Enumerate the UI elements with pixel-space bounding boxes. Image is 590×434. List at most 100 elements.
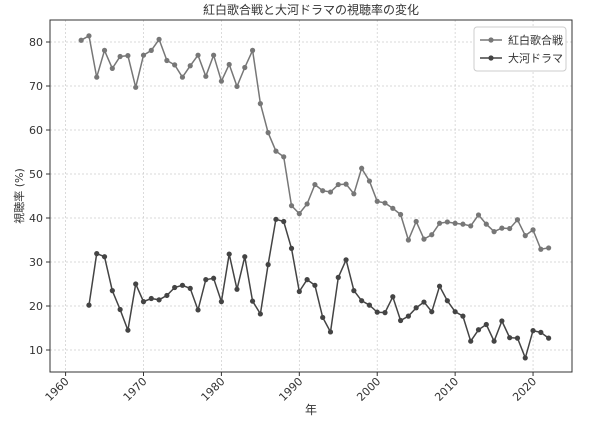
x-tick-label: 2020 bbox=[510, 375, 539, 404]
data-point bbox=[312, 181, 318, 188]
data-point bbox=[491, 338, 497, 344]
legend-swatch-marker bbox=[488, 37, 494, 43]
data-point bbox=[436, 283, 443, 289]
data-point bbox=[444, 298, 450, 304]
data-point bbox=[249, 298, 256, 304]
data-point bbox=[101, 254, 108, 260]
legend-label: 大河ドラマ bbox=[508, 51, 563, 65]
data-point bbox=[491, 229, 497, 235]
data-point bbox=[421, 236, 427, 242]
data-point bbox=[320, 314, 326, 321]
data-point bbox=[452, 220, 458, 226]
data-point bbox=[359, 298, 365, 304]
data-point bbox=[257, 101, 263, 107]
data-point bbox=[117, 53, 123, 60]
x-tick-label: 2000 bbox=[354, 375, 383, 404]
data-point bbox=[164, 292, 170, 299]
data-point bbox=[234, 83, 240, 90]
data-point bbox=[327, 189, 334, 195]
data-point bbox=[179, 74, 186, 80]
data-point bbox=[288, 203, 295, 209]
data-point bbox=[242, 64, 248, 71]
data-point bbox=[475, 212, 482, 218]
data-point bbox=[265, 130, 271, 136]
data-point bbox=[538, 246, 544, 252]
data-point bbox=[351, 288, 357, 294]
data-point bbox=[211, 52, 217, 58]
data-point bbox=[211, 275, 217, 281]
y-tick-label: 80 bbox=[29, 36, 43, 49]
data-point bbox=[296, 211, 302, 217]
data-point bbox=[156, 36, 162, 42]
data-point bbox=[397, 211, 404, 218]
data-point bbox=[366, 302, 373, 308]
data-point bbox=[296, 288, 302, 295]
data-point bbox=[538, 329, 544, 335]
data-point bbox=[140, 299, 147, 305]
data-point bbox=[140, 52, 147, 58]
data-point bbox=[265, 262, 271, 268]
data-point bbox=[242, 254, 248, 260]
data-point bbox=[172, 284, 178, 291]
data-point bbox=[343, 181, 349, 187]
data-point bbox=[452, 309, 458, 315]
data-point bbox=[405, 237, 411, 243]
data-point bbox=[187, 285, 193, 291]
data-point bbox=[125, 53, 131, 59]
data-point bbox=[156, 297, 162, 303]
series-2 bbox=[86, 216, 552, 361]
data-point bbox=[514, 335, 521, 341]
y-tick-label: 60 bbox=[29, 124, 43, 137]
y-tick-label: 50 bbox=[29, 168, 43, 181]
data-point bbox=[304, 277, 310, 283]
data-point bbox=[86, 302, 92, 308]
data-point bbox=[133, 281, 139, 287]
data-point bbox=[101, 47, 108, 53]
data-point bbox=[78, 37, 84, 43]
data-point bbox=[203, 277, 209, 283]
data-point bbox=[195, 307, 201, 313]
data-point bbox=[530, 328, 536, 334]
data-point bbox=[522, 355, 528, 361]
data-point bbox=[421, 299, 427, 305]
legend-box bbox=[473, 26, 567, 72]
data-point bbox=[312, 282, 318, 288]
data-point bbox=[273, 148, 279, 154]
data-point bbox=[499, 225, 505, 231]
y-tick-label: 30 bbox=[29, 256, 43, 269]
data-point bbox=[109, 288, 115, 294]
data-point bbox=[444, 219, 450, 225]
data-point bbox=[203, 73, 209, 79]
data-point bbox=[405, 313, 411, 319]
data-point bbox=[117, 306, 123, 313]
data-point bbox=[507, 225, 513, 232]
data-point bbox=[86, 33, 92, 39]
data-point bbox=[148, 47, 154, 53]
data-point bbox=[483, 321, 489, 328]
series-1 bbox=[78, 33, 552, 252]
data-point bbox=[257, 311, 263, 317]
data-point bbox=[382, 200, 388, 206]
data-point bbox=[429, 232, 435, 238]
data-point bbox=[335, 274, 341, 280]
data-point bbox=[429, 309, 435, 315]
x-axis-label: 年 bbox=[305, 403, 317, 417]
y-tick-label: 70 bbox=[29, 80, 43, 93]
data-point bbox=[413, 218, 419, 225]
y-tick-label: 10 bbox=[29, 344, 43, 357]
data-point bbox=[390, 294, 396, 300]
data-point bbox=[218, 299, 225, 305]
data-point bbox=[522, 233, 528, 239]
data-point bbox=[320, 188, 326, 194]
data-point bbox=[226, 251, 232, 257]
data-point bbox=[335, 181, 341, 188]
data-point bbox=[468, 338, 474, 344]
data-point bbox=[436, 220, 443, 226]
data-point bbox=[374, 309, 380, 315]
y-axis-label: 視聴率 (%) bbox=[12, 168, 26, 224]
data-point bbox=[499, 318, 505, 324]
data-point bbox=[374, 198, 380, 204]
